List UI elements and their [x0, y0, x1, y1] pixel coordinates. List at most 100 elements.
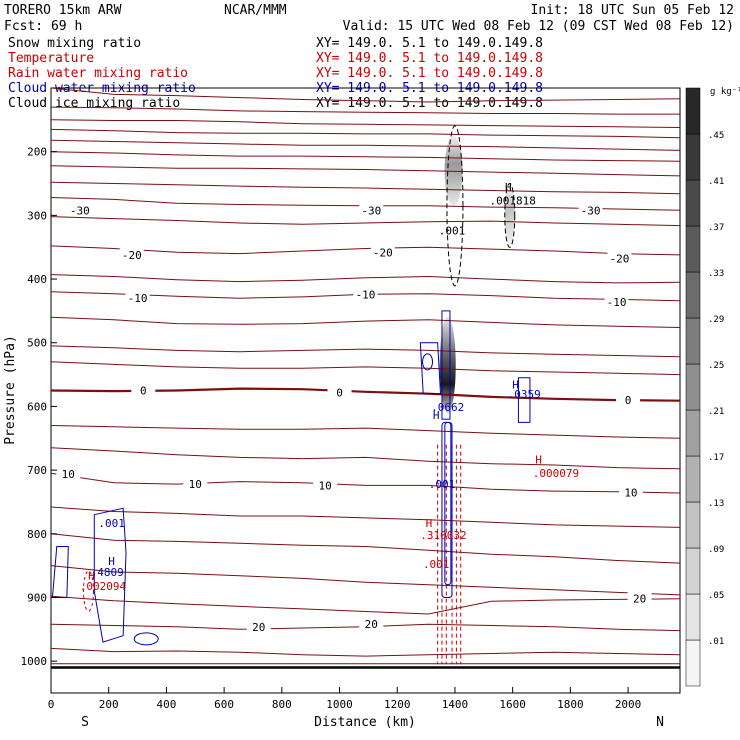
temperature-contour: [51, 447, 680, 470]
extremum-label: H: [433, 409, 440, 422]
temperature-contour: [51, 106, 680, 115]
x-axis-label: Distance (km): [314, 715, 416, 730]
colorbar-bin: [685, 547, 701, 595]
colorbar-level: .01: [708, 637, 724, 647]
colorbar-bin: [685, 593, 701, 641]
field-label: Rain water mixing ratio: [8, 66, 188, 81]
extremum-label: .002094: [80, 580, 127, 593]
temperature-label: -10: [128, 292, 148, 305]
temperature-label: 10: [189, 478, 202, 491]
rain-contour: [83, 570, 95, 612]
colorbar-level: .37: [708, 223, 724, 233]
temperature-contour: [51, 139, 680, 151]
extremum-label: H: [426, 517, 433, 530]
y-tick-label: 400: [27, 273, 47, 286]
extremum-label: .0662: [431, 401, 464, 414]
north-label: N: [656, 715, 664, 730]
valid-time: Valid: 15 UTC Wed 08 Feb 12 (09 CST Wed …: [343, 19, 734, 34]
temperature-label: -20: [373, 246, 393, 259]
colorbar-bin: [685, 133, 701, 181]
colorbar-bin: [685, 179, 701, 227]
x-tick-label: 2000: [615, 698, 642, 711]
colorbar-level: .17: [708, 453, 724, 463]
temperature-contour: [51, 151, 680, 162]
x-tick-label: 1000: [326, 698, 353, 711]
x-tick-label: 1400: [442, 698, 469, 711]
extremum-label: H: [512, 379, 519, 392]
y-tick-label: 1000: [21, 655, 48, 668]
colorbar-level: .41: [708, 177, 724, 187]
temperature-label: -30: [581, 204, 601, 217]
org-label: NCAR/MMM: [224, 3, 287, 18]
temperature-contour: [51, 88, 680, 103]
colorbar-level: .45: [708, 131, 724, 141]
temperature-label: -10: [607, 296, 627, 309]
temperature-label: -30: [361, 204, 381, 217]
plot-contents: -30 -30 -30 -20 -20 -20 -10 -10 -10 0 0 0 10 10 10 10 20…: [51, 88, 680, 669]
temperature-label: 0: [336, 386, 343, 399]
south-label: S: [81, 715, 89, 730]
temperature-label: 20: [252, 621, 265, 634]
temperature-contour: [51, 316, 680, 328]
colorbar-level: .05: [708, 591, 724, 601]
cloud-water-contour: [133, 632, 159, 646]
temperature-contour: [51, 425, 680, 439]
field-legend: Snow mixing ratio XY= 149.0. 5.1 to 149.0…: [8, 36, 543, 111]
colorbar-bin: [685, 639, 701, 687]
colorbar-level: .09: [708, 545, 724, 555]
temperature-label: 10: [62, 468, 75, 481]
x-tick-label: 0: [48, 698, 55, 711]
field-label: Temperature: [8, 51, 94, 66]
temperature-contour: [51, 165, 680, 177]
init-time: Init: 18 UTC Sun 05 Feb 12: [531, 3, 735, 18]
x-tick-label: 1600: [499, 698, 526, 711]
temperature-contour: [51, 472, 680, 494]
extremum-label: .0359: [508, 388, 541, 401]
colorbar-level: .13: [708, 499, 724, 509]
y-tick-label: 500: [27, 337, 47, 350]
field-label: Snow mixing ratio: [8, 36, 141, 51]
snow-shading: [444, 135, 463, 206]
temperature-label: 10: [318, 479, 331, 492]
extremum-label: .4809: [91, 566, 124, 579]
colorbar-level: .21: [708, 407, 724, 417]
temperature-contour: [51, 345, 680, 358]
field-xy: XY= 149.0. 5.1 to 149.0.149.8: [316, 51, 543, 66]
y-axis-label: Pressure (hPa): [3, 335, 18, 445]
colorbar-level: .33: [708, 269, 724, 279]
colorbar-unit: g kg⁻¹: [710, 87, 740, 97]
cloud-water-contour: [419, 342, 442, 395]
colorbar: .01 .05 .09 .13 .17 .21 .25 .29 .33 .37 .41 .45: [685, 87, 724, 687]
y-tick-label: 900: [27, 591, 47, 604]
temperature-label: 0: [625, 394, 632, 407]
temperature-contour: [51, 119, 680, 128]
y-tick-label: 700: [27, 464, 47, 477]
colorbar-bin: [685, 363, 701, 411]
x-tick-label: 400: [156, 698, 176, 711]
forecast-hour: Fcst: 69 h: [4, 19, 82, 34]
model-title: TORERO 15km ARW: [4, 3, 122, 18]
extremum-label: .310032: [420, 529, 466, 542]
temperature-contour: [51, 647, 680, 657]
ice-shading: [439, 317, 456, 414]
temperature-contour: [51, 216, 680, 227]
extremum-label: H: [88, 570, 95, 583]
extremum-label: H: [535, 454, 542, 467]
temperature-contour: [51, 181, 680, 195]
temperature-contour: [51, 361, 680, 376]
cloud-water-contour: [517, 377, 531, 423]
field-xy: XY= 149.0. 5.1 to 149.0.149.8: [316, 36, 543, 51]
plot-area: -30 -30 -30 -20 -20 -20 -10 -10 -10 0 0 0 10 10 10 10 20…: [51, 88, 680, 669]
y-tick-label: 800: [27, 528, 47, 541]
temperature-label: 10: [624, 486, 637, 499]
y-tick-label: 300: [27, 209, 47, 222]
colorbar-bin: [685, 87, 701, 135]
temperature-label: 0: [140, 385, 147, 398]
temperature-label: -20: [609, 253, 629, 266]
extremum-label: .001: [423, 558, 450, 571]
temperature-label: -10: [356, 288, 376, 301]
cloud-water-contour: [93, 507, 127, 643]
temperature-contour: [51, 533, 680, 564]
temperature-label: -20: [122, 249, 142, 262]
